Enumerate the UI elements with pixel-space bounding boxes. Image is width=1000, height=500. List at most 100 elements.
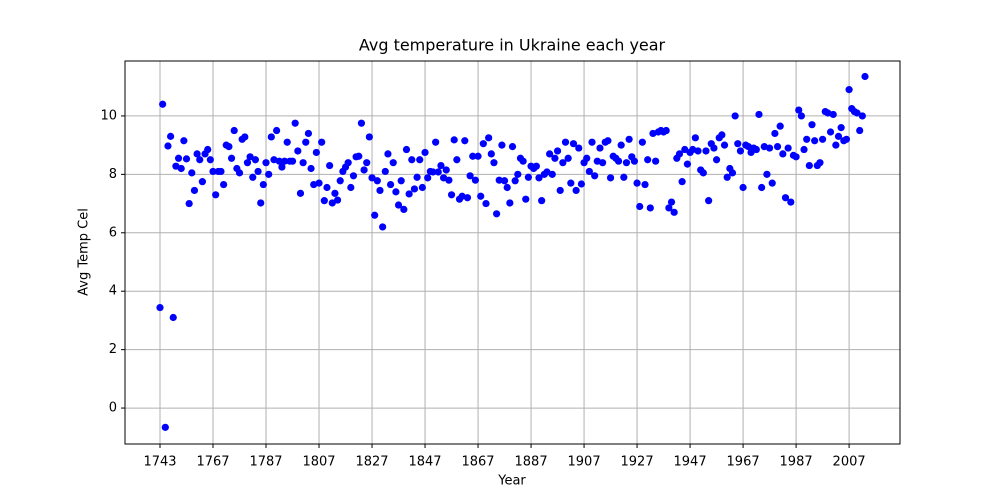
point (196, 156, 204, 164)
point (752, 145, 760, 154)
point (736, 147, 745, 155)
y-tick-label: 6 (109, 225, 117, 240)
point (553, 147, 562, 155)
point (299, 159, 307, 167)
point (485, 134, 493, 142)
point (644, 156, 652, 164)
point (445, 176, 453, 184)
point (482, 199, 490, 208)
x-tick-label: 1847 (408, 455, 441, 470)
point (572, 186, 580, 195)
y-axis-label: Avg Temp Cel (77, 208, 92, 296)
point (373, 177, 381, 185)
point (450, 136, 458, 144)
point (511, 177, 519, 185)
chart-title: Avg temperature in Ukraine each year (359, 36, 666, 55)
point (360, 166, 368, 174)
point (765, 144, 774, 152)
point (365, 133, 373, 141)
point (357, 119, 366, 127)
point (487, 150, 495, 158)
point (479, 140, 487, 148)
point (336, 177, 344, 185)
point (710, 144, 718, 152)
point (787, 198, 795, 206)
x-tick-label: 1867 (461, 455, 494, 470)
point (413, 173, 421, 181)
point (670, 208, 678, 216)
point (161, 423, 169, 431)
x-axis-label: Year (497, 474, 526, 489)
point (474, 152, 482, 160)
y-tick-label: 0 (109, 401, 117, 416)
point (249, 173, 257, 181)
point (559, 159, 567, 167)
point (805, 161, 813, 170)
point (471, 176, 479, 184)
point (182, 155, 191, 163)
point (636, 202, 644, 211)
point (333, 196, 342, 204)
point (469, 152, 477, 160)
point (694, 147, 702, 155)
point (294, 147, 302, 155)
point (331, 189, 339, 197)
x-tick-label: 1947 (674, 455, 707, 470)
point (773, 142, 782, 151)
point (188, 169, 196, 177)
point (532, 162, 540, 170)
point (596, 144, 604, 152)
point (434, 168, 442, 176)
point (681, 145, 689, 154)
point (771, 129, 779, 138)
point (845, 86, 853, 94)
point (856, 126, 864, 135)
point (614, 157, 623, 165)
point (591, 172, 599, 180)
point (667, 198, 676, 206)
point (755, 110, 763, 119)
point (312, 148, 320, 157)
point (241, 133, 249, 141)
point (776, 122, 784, 130)
point (495, 176, 503, 184)
x-tick-label: 1807 (302, 455, 335, 470)
point (739, 183, 747, 192)
point (243, 159, 252, 167)
point (267, 133, 275, 141)
point (779, 150, 787, 158)
point (720, 141, 729, 149)
point (800, 145, 808, 154)
point (156, 303, 164, 312)
point (212, 191, 220, 199)
point (620, 173, 628, 181)
point (447, 191, 456, 199)
point (254, 167, 262, 176)
point (705, 197, 713, 205)
point (858, 112, 866, 120)
point (389, 159, 397, 167)
point (781, 194, 790, 202)
point (318, 138, 326, 146)
point (506, 199, 514, 207)
point (567, 179, 575, 187)
point (723, 173, 731, 181)
point (278, 163, 286, 171)
point (606, 174, 615, 182)
x-tick-label: 1827 (355, 455, 388, 470)
point (662, 126, 670, 135)
point (230, 126, 238, 135)
point (235, 169, 244, 177)
point (503, 183, 511, 192)
point (227, 154, 236, 162)
point (379, 223, 387, 231)
point (384, 150, 392, 158)
point (546, 150, 554, 158)
point (265, 170, 273, 178)
point (583, 154, 591, 162)
point (225, 142, 233, 151)
point (198, 178, 207, 186)
point (437, 161, 445, 170)
point (641, 180, 649, 189)
